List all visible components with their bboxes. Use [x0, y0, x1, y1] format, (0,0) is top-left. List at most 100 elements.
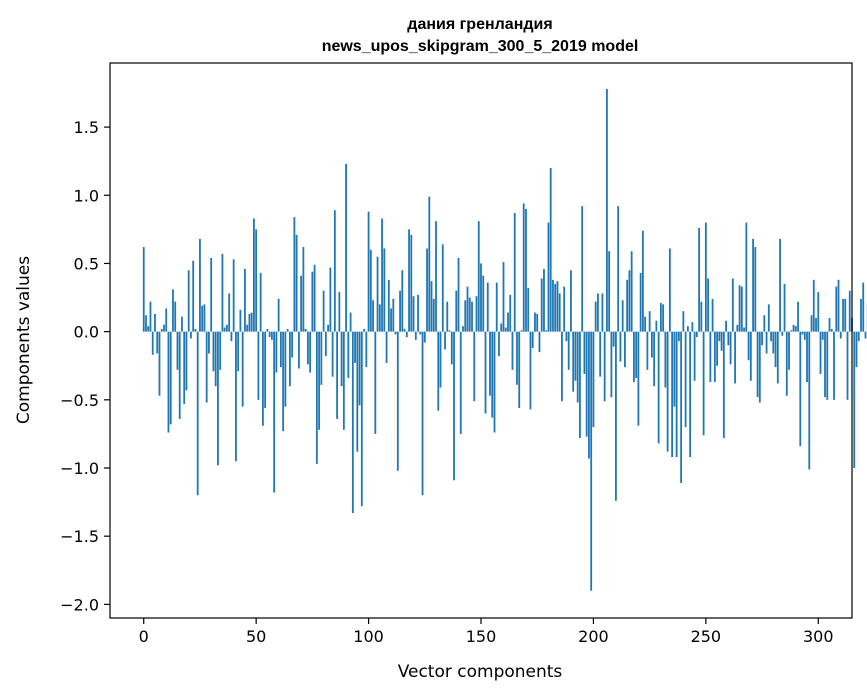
- bar-74: [309, 331, 312, 373]
- bar-273: [756, 331, 759, 398]
- bar-24: [196, 331, 199, 496]
- bar-119: [410, 234, 413, 332]
- bar-101: [369, 249, 372, 332]
- bar-123: [419, 331, 422, 335]
- bar-184: [556, 281, 559, 332]
- x-axis-ticks: 0 50 100 150 200 250 300: [139, 618, 834, 646]
- bar-13: [172, 289, 174, 332]
- bar-317: [855, 331, 858, 368]
- bar-239: [680, 331, 683, 483]
- bar-295: [806, 331, 808, 383]
- bar-256: [718, 331, 721, 342]
- bar-20: [187, 270, 190, 332]
- bar-206: [606, 88, 608, 332]
- bar-69: [297, 331, 300, 369]
- x-tick-label: 300: [803, 627, 834, 646]
- bar-174: [534, 312, 536, 332]
- bar-59: [275, 331, 278, 373]
- bar-264: [736, 324, 739, 332]
- bar-135: [446, 301, 449, 332]
- bar-93: [351, 331, 354, 513]
- bar-122: [417, 294, 419, 332]
- bar-265: [738, 285, 741, 332]
- bar-164: [511, 331, 514, 370]
- bar-7: [158, 331, 161, 396]
- bar-15: [176, 331, 179, 370]
- bar-18: [183, 331, 186, 404]
- bar-97: [360, 331, 363, 507]
- bar-70: [300, 275, 303, 332]
- bar-162: [507, 312, 509, 332]
- bar-81: [324, 331, 327, 357]
- bar-115: [401, 270, 404, 332]
- bar-305: [828, 318, 831, 332]
- bar-213: [621, 300, 624, 332]
- bar-103: [374, 331, 377, 434]
- bar-98: [363, 328, 365, 332]
- bar-128: [430, 281, 433, 332]
- bar-189: [567, 331, 570, 370]
- bar-19: [185, 331, 188, 391]
- bar-252: [709, 331, 712, 383]
- bar-32: [214, 331, 217, 387]
- bar-306: [830, 328, 833, 332]
- bar-105: [378, 304, 381, 332]
- bar-285: [783, 283, 786, 332]
- bar-109: [387, 279, 390, 332]
- bar-202: [597, 293, 599, 332]
- bar-241: [684, 331, 687, 428]
- bar-157: [495, 282, 498, 332]
- bar-52: [259, 273, 262, 332]
- bar-193: [576, 331, 579, 403]
- bar-132: [439, 331, 442, 388]
- bar-196: [583, 331, 586, 374]
- bar-37: [226, 324, 228, 332]
- bar-25: [199, 238, 201, 332]
- bar-160: [502, 262, 505, 332]
- bar-307: [833, 331, 835, 400]
- bar-195: [581, 206, 584, 332]
- bar-246: [695, 331, 698, 338]
- bar-21: [190, 331, 192, 339]
- bar-299: [815, 318, 817, 332]
- bar-269: [747, 331, 750, 361]
- bar-268: [745, 222, 748, 332]
- bar-226: [650, 331, 653, 358]
- bar-316: [853, 331, 856, 468]
- bar-141: [459, 331, 462, 434]
- bar-282: [776, 331, 779, 384]
- bar-314: [848, 290, 851, 332]
- bar-95: [356, 331, 359, 452]
- bar-14: [174, 301, 177, 332]
- bar-187: [563, 286, 566, 332]
- bar-261: [729, 331, 732, 365]
- bar-171: [527, 288, 530, 332]
- bar-112: [394, 331, 397, 335]
- bar-215: [626, 279, 629, 332]
- bar-43: [239, 309, 242, 332]
- bar-134: [444, 331, 446, 350]
- bar-151: [482, 275, 485, 332]
- bar-102: [372, 300, 374, 332]
- bar-124: [421, 331, 424, 496]
- bar-39: [230, 331, 233, 342]
- bar-274: [758, 331, 761, 403]
- bar-312: [844, 298, 847, 332]
- bar-225: [648, 311, 651, 332]
- bar-133: [441, 244, 444, 332]
- bar-121: [414, 331, 417, 340]
- bar-142: [462, 326, 464, 332]
- bar-146: [471, 301, 473, 332]
- bar-258: [722, 331, 725, 438]
- bar-185: [558, 293, 561, 332]
- bar-41: [235, 331, 237, 462]
- bar-267: [743, 327, 745, 332]
- bar-16: [178, 331, 181, 419]
- bar-57: [270, 331, 273, 340]
- y-tick-label: 1.0: [74, 186, 99, 205]
- bar-94: [354, 331, 356, 363]
- y-tick-label: −1.0: [60, 459, 99, 478]
- chart-title: дания гренландия: [407, 16, 552, 33]
- bar-140: [457, 258, 460, 332]
